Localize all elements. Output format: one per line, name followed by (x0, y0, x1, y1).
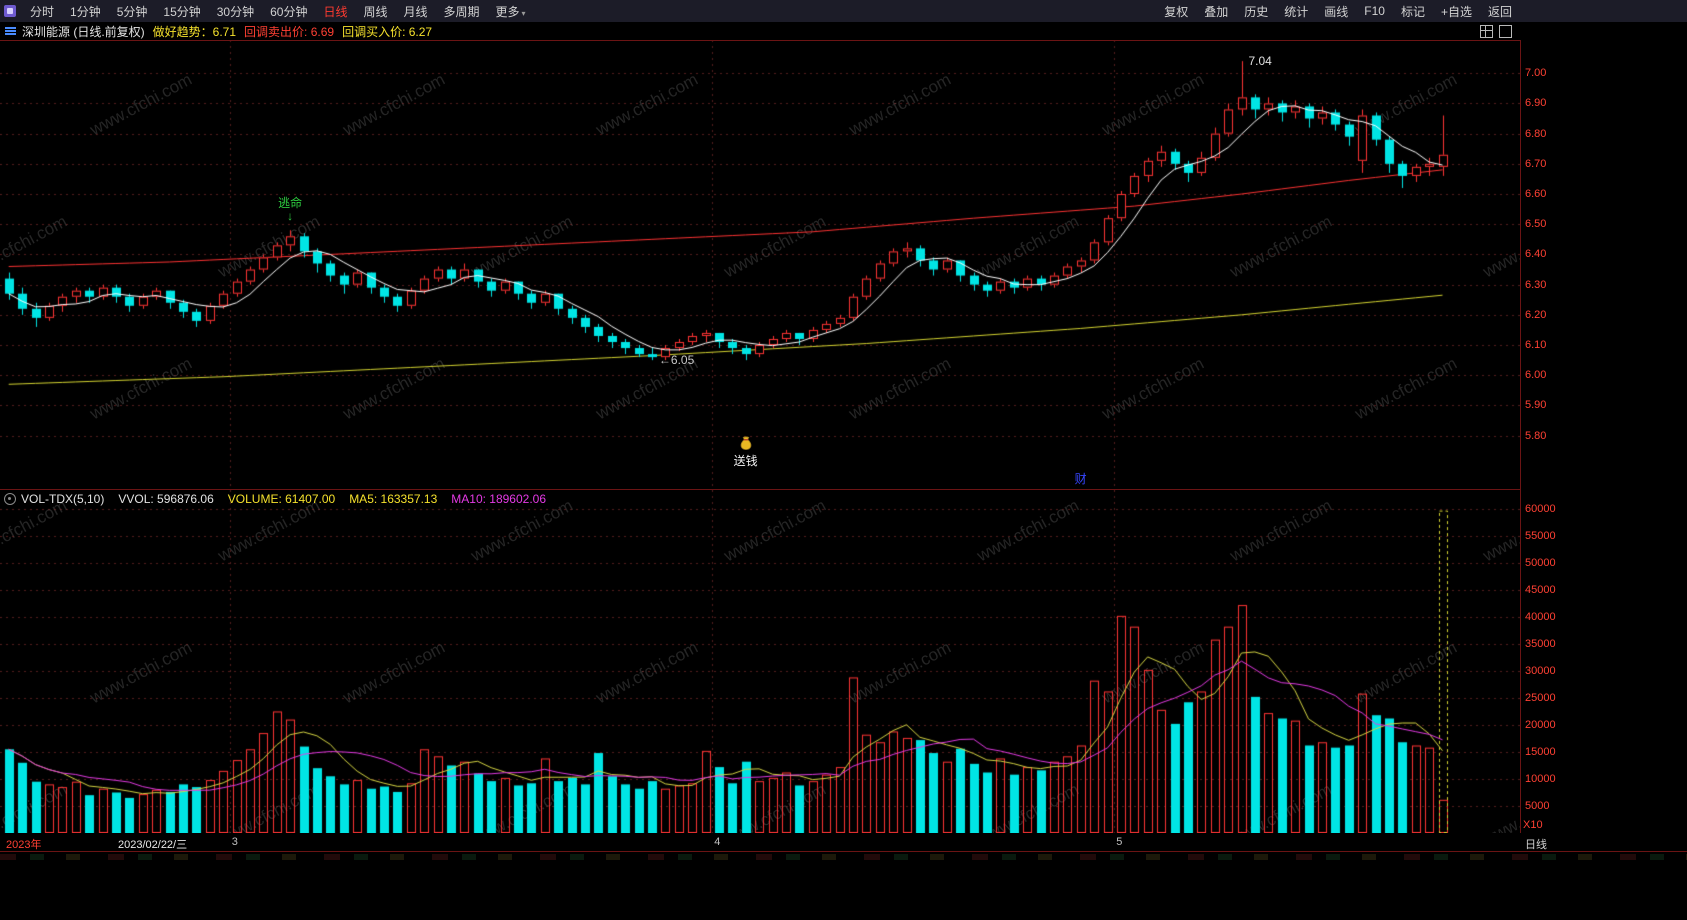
frame-line-divider (0, 489, 1520, 490)
menu-item-history[interactable]: 历史 (1244, 4, 1269, 19)
green-down-arrow-icon: ↓ (287, 209, 294, 224)
stock-menu-icon[interactable] (5, 26, 16, 36)
price-tick-label: 6.50 (1525, 218, 1547, 231)
indicator-name[interactable]: VOL-TDX(5,10) (21, 492, 105, 506)
annotation-escape-label: 逃命 ↓ (278, 196, 303, 224)
menu-item-more[interactable]: 更多 ▾ (495, 4, 526, 19)
volume-tick-label: 60000 (1525, 502, 1556, 515)
month-label: 4 (714, 836, 721, 848)
menubar-left: 分时 1分钟 5分钟 15分钟 30分钟 60分钟 日线 周线 月线 多周期 更多 ▾ (22, 3, 534, 20)
price-tick-label: 6.00 (1525, 369, 1547, 382)
price-tick-label: 6.60 (1525, 188, 1547, 201)
menu-item-5min[interactable]: 5分钟 (116, 4, 148, 19)
vvol-value: VVOL: 596876.06 (118, 492, 214, 506)
menu-item-30min[interactable]: 30分钟 (216, 4, 255, 19)
month-label: 5 (1116, 836, 1123, 848)
price-tick-label: 6.40 (1525, 248, 1547, 261)
volume-tick-label: 25000 (1525, 691, 1556, 704)
menu-item-15min[interactable]: 15分钟 (163, 4, 201, 19)
price-tick-label: 6.80 (1525, 127, 1547, 140)
volume-tick-label: 35000 (1525, 637, 1556, 650)
volume-tick-label: 45000 (1525, 583, 1556, 596)
price-axis: X10 7.00 6.90 6.80 6.70 6.60 6.50 6.40 6.30 6.20… (1521, 40, 1687, 851)
year-label: 2023年 (6, 839, 42, 851)
date-axis-bar: 2023年 2023/02/22/三 日线 3 4 5 (0, 833, 1687, 852)
vol-ma5-value: MA5: 163357.13 (349, 492, 438, 506)
app-icon[interactable] (4, 5, 16, 17)
price-chart-canvas[interactable] (0, 40, 1520, 490)
volume-chart-canvas[interactable] (0, 490, 1520, 833)
volume-tick-label: 15000 (1525, 745, 1556, 758)
period-label: 日线 (1525, 839, 1547, 851)
money-bag-icon (734, 435, 758, 451)
menu-item-60min[interactable]: 60分钟 (270, 4, 308, 19)
menu-item-monthly[interactable]: 月线 (403, 4, 428, 19)
stock-title: 深圳能源 (日线.前复权) (22, 24, 145, 39)
annotation-low-price-label: ←6.05 (658, 353, 695, 368)
price-tick-label: 5.90 (1525, 399, 1547, 412)
menu-item-statistics[interactable]: 统计 (1284, 4, 1309, 19)
menu-item-draw-line[interactable]: 画线 (1324, 4, 1349, 19)
vol-ma10-value: MA10: 189602.06 (451, 492, 547, 506)
grid-view-icon[interactable] (1480, 25, 1493, 38)
annotation-high-price-label: 7.04 (1248, 54, 1272, 69)
frame-line-top (0, 40, 1520, 41)
price-tick-label: 6.70 (1525, 157, 1547, 170)
volume-tick-label: 40000 (1525, 610, 1556, 623)
top-menubar: 分时 1分钟 5分钟 15分钟 30分钟 60分钟 日线 周线 月线 多周期 更多 ▾ 复权 叠加 历史统… (0, 0, 1687, 22)
menu-item-back[interactable]: 返回 (1487, 4, 1512, 19)
menu-item-overlay[interactable]: 叠加 (1204, 4, 1229, 19)
price-tick-label: 6.10 (1525, 339, 1547, 352)
bottom-ticker-strip (0, 852, 1687, 920)
menubar-right: 复权 叠加 历史 统计 画线 F10 标记 +自选 返回 (1156, 0, 1520, 22)
buy-price-label: 回调买入价: 6.27 (342, 24, 433, 39)
menu-item-adjust[interactable]: 复权 (1164, 4, 1189, 19)
ticker-content-faint (0, 854, 1687, 860)
menu-item-multi-period[interactable]: 多周期 (443, 4, 480, 19)
menu-item-f10[interactable]: F10 (1364, 4, 1385, 18)
sell-price-label: 回调卖出价: 6.69 (244, 24, 335, 39)
volume-unit-label: X10 (1523, 819, 1543, 831)
maximize-icon[interactable] (1499, 25, 1512, 38)
menu-item-daily[interactable]: 日线 (323, 4, 348, 19)
trend-price-label: 做好趋势：6.71 (152, 24, 237, 39)
volume-tick-label: 20000 (1525, 718, 1556, 731)
volume-indicator-header: VOL-TDX(5,10) VVOL: 596876.06 VOLUME: 61… (0, 491, 900, 507)
menu-item-mark[interactable]: 标记 (1400, 4, 1425, 19)
price-tick-label: 5.80 (1525, 429, 1547, 442)
menu-item-1min[interactable]: 1分钟 (70, 4, 101, 19)
date-label: 2023/02/22/三 (118, 839, 188, 851)
price-tick-label: 7.00 (1525, 67, 1547, 80)
price-tick-label: 6.20 (1525, 308, 1547, 321)
volume-tick-label: 50000 (1525, 556, 1556, 569)
info-bar: 深圳能源 (日线.前复权) 做好趋势：6.71 回调卖出价: 6.69 回调买入… (0, 22, 1687, 40)
volume-value: VOLUME: 61407.00 (227, 492, 336, 506)
volume-tick-label: 30000 (1525, 664, 1556, 677)
menu-item-weekly[interactable]: 周线 (363, 4, 388, 19)
menu-item-time-sharing[interactable]: 分时 (30, 4, 55, 19)
price-tick-label: 6.30 (1525, 278, 1547, 291)
menu-item-add-watchlist[interactable]: +自选 (1440, 4, 1472, 19)
month-label: 3 (231, 836, 238, 848)
caret-down-icon: ▾ (521, 8, 526, 18)
volume-tick-label: 55000 (1525, 529, 1556, 542)
frame-line-axis (1520, 40, 1521, 851)
indicator-collapse-icon[interactable] (4, 493, 16, 505)
volume-tick-label: 5000 (1525, 799, 1550, 812)
annotation-cai-label: 财 (1074, 472, 1087, 487)
volume-tick-label: 10000 (1525, 772, 1556, 785)
annotation-songqian-label: 送钱 (734, 435, 758, 469)
price-tick-label: 6.90 (1525, 97, 1547, 110)
